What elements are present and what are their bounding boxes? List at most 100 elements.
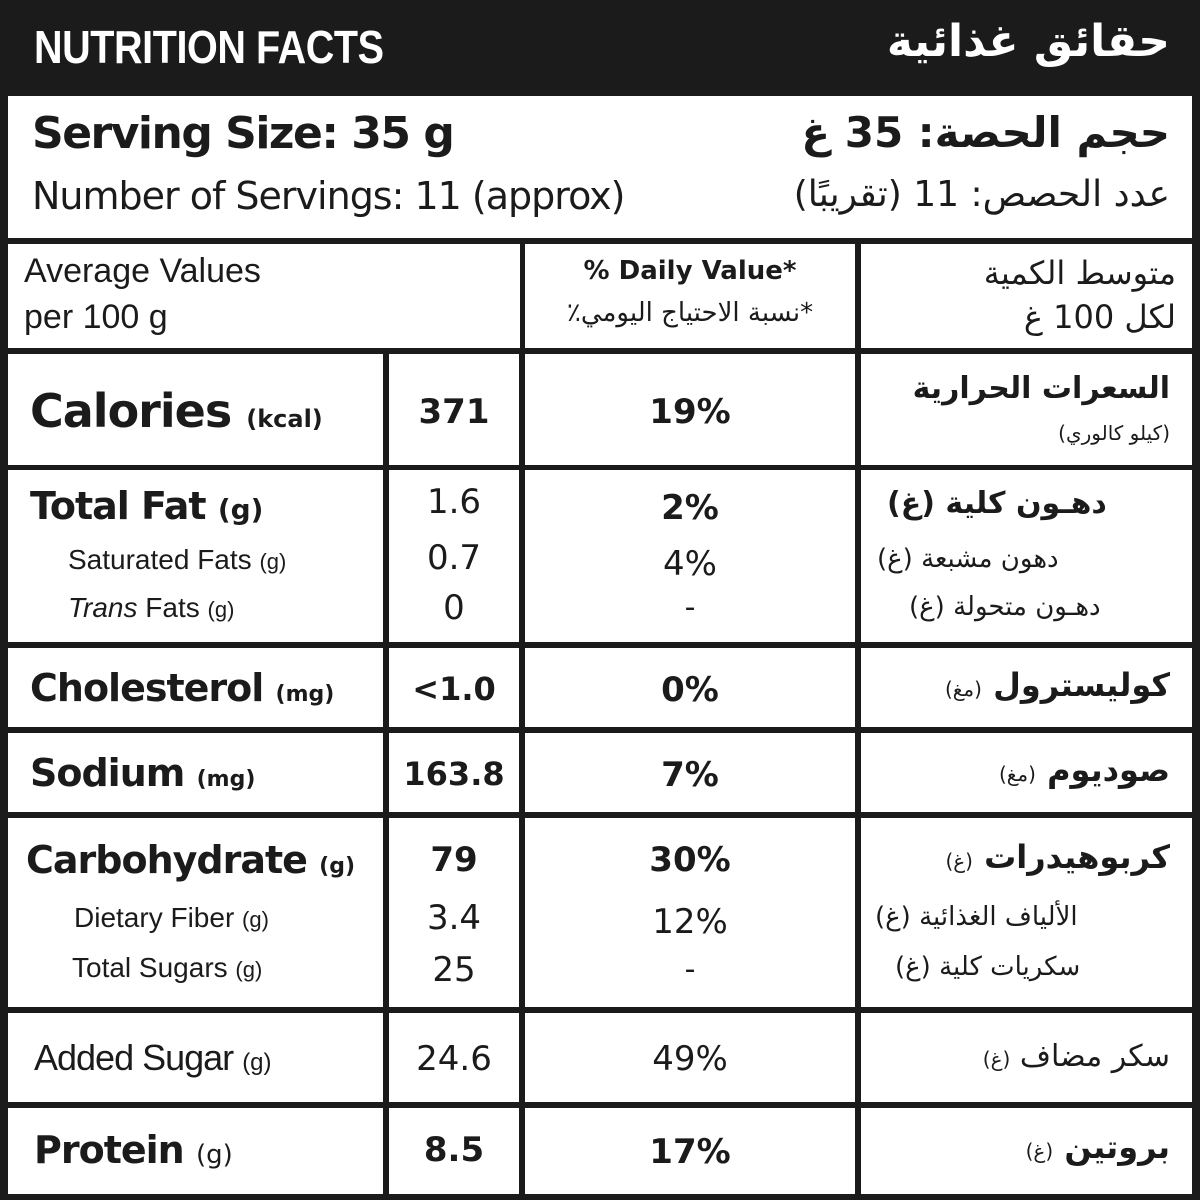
dietary-fiber-ar-name: الألياف الغذائية — [919, 902, 1078, 932]
table-row-carbs-name: Carbohydrate (g) Dietary Fiber (g) Total… — [8, 818, 383, 1007]
cholesterol-name: Cholesterol — [30, 666, 264, 710]
servings-count-en: Number of Servings: 11 (approx) — [32, 174, 626, 218]
trans-fats-dv: - — [684, 590, 696, 625]
total-sugars-dv: - — [684, 952, 696, 987]
carbohydrate-dv: 30% — [649, 840, 731, 880]
total-sugars-value: 25 — [432, 950, 476, 990]
table-row-sodium-name: Sodium (mg) — [8, 733, 383, 812]
daily-value-en: % Daily Value* — [583, 256, 797, 286]
title-ar: حقائق غذائية — [886, 16, 1170, 67]
added-sugar-dv-cell: 49% — [525, 1013, 855, 1102]
trans-fats-italic: Trans — [68, 592, 138, 623]
dietary-fiber-dv: 12% — [652, 902, 728, 942]
dietary-fiber-ar: الألياف الغذائية (غ) — [875, 902, 1078, 932]
sodium-unit: (mg) — [196, 767, 256, 792]
dietary-fiber-ar-unit: (غ) — [875, 902, 911, 932]
saturated-fats-label: Saturated Fats (g) — [68, 544, 286, 576]
fats-dv-cell: 2% 4% - — [525, 470, 855, 642]
header-avg-en: Average Values per 100 g — [8, 244, 520, 348]
title-en: NUTRITION FACTS — [34, 21, 384, 73]
total-fat-label: Total Fat (g) — [30, 484, 263, 528]
header-bar: NUTRITION FACTS حقائق غذائية — [0, 0, 1200, 96]
saturated-fats-value: 0.7 — [426, 538, 482, 578]
saturated-fats-dv: 4% — [663, 544, 717, 584]
added-sugar-label: Added Sugar (g) — [34, 1037, 272, 1079]
dietary-fiber-name: Dietary Fiber — [74, 902, 235, 933]
carbohydrate-value: 79 — [430, 840, 478, 880]
protein-label: Protein (g) — [34, 1128, 233, 1172]
protein-unit: (g) — [195, 1140, 233, 1170]
total-sugars-ar-name: سكريات كلية — [939, 952, 1081, 982]
trans-fats-unit: (g) — [207, 597, 235, 622]
serving-size-ar: حجم الحصة: 35 غ — [801, 108, 1170, 157]
protein-ar: بروتين (غ) — [1026, 1128, 1170, 1166]
table-row-cholesterol-name: Cholesterol (mg) — [8, 648, 383, 727]
trans-fats-value: 0 — [443, 588, 465, 628]
saturated-fats-ar-unit: (غ) — [877, 544, 913, 574]
calories-ar-name: السعرات الحرارية — [912, 371, 1170, 406]
calories-label: Calories (kcal) — [30, 384, 323, 438]
cholesterol-ar-name: كوليسترول — [993, 666, 1170, 704]
carbs-value-cell: 79 3.4 25 — [389, 818, 519, 1007]
protein-dv: 17% — [649, 1132, 731, 1172]
total-fat-value: 1.6 — [426, 482, 482, 522]
cholesterol-ar-unit: (مغ) — [944, 677, 982, 701]
serving-panel: Serving Size: 35 g Number of Servings: 1… — [8, 96, 1192, 238]
carbs-dv-cell: 30% 12% - — [525, 818, 855, 1007]
cholesterol-ar-cell: كوليسترول (مغ) — [861, 648, 1192, 727]
total-sugars-label: Total Sugars (g) — [72, 952, 262, 984]
cholesterol-unit: (mg) — [275, 682, 335, 707]
saturated-fats-ar-name: دهون مشبعة — [921, 544, 1059, 574]
trans-fats-ar-unit: (غ) — [909, 592, 945, 622]
sodium-ar: صوديوم (مغ) — [999, 751, 1170, 789]
total-fat-ar: دهـون كلية (غ) — [887, 486, 1107, 521]
saturated-fats-ar: دهون مشبعة (غ) — [877, 544, 1059, 574]
protein-dv-cell: 17% — [525, 1108, 855, 1194]
total-sugars-name: Total Sugars — [72, 952, 228, 983]
calories-value: 371 — [418, 392, 490, 432]
added-sugar-dv: 49% — [652, 1039, 728, 1079]
fats-value-cell: 1.6 0.7 0 — [389, 470, 519, 642]
sodium-dv-cell: 7% — [525, 733, 855, 812]
calories-dv: 19% — [649, 392, 731, 432]
header-daily-value: % Daily Value* *نسبة الاحتياج اليومي٪ — [525, 244, 855, 348]
calories-ar: السعرات الحرارية (كيلو كالوري) — [870, 368, 1170, 454]
serving-size-en: Serving Size: 35 g — [32, 108, 455, 159]
added-sugar-ar: سكر مضاف (غ) — [983, 1039, 1170, 1074]
trans-fats-ar: دهـون متحولة (غ) — [909, 592, 1101, 622]
sodium-ar-cell: صوديوم (مغ) — [861, 733, 1192, 812]
added-sugar-value-cell: 24.6 — [389, 1013, 519, 1102]
added-sugar-ar-unit: (غ) — [982, 1047, 1011, 1071]
dietary-fiber-value: 3.4 — [426, 898, 482, 938]
carbohydrate-ar-unit: (غ) — [945, 849, 973, 873]
trans-fats-name: Fats — [137, 592, 200, 623]
protein-value: 8.5 — [423, 1130, 485, 1170]
table-row-added-sugar-name: Added Sugar (g) — [8, 1013, 383, 1102]
added-sugar-name: Added Sugar — [34, 1037, 234, 1078]
carbs-ar-cell: كربوهيدرات (غ) الألياف الغذائية (غ) سكري… — [861, 818, 1192, 1007]
per-100g-label: per 100 g — [24, 298, 168, 336]
calories-unit: (kcal) — [246, 405, 323, 433]
cholesterol-dv-cell: 0% — [525, 648, 855, 727]
calories-dv-cell: 19% — [525, 354, 855, 465]
dietary-fiber-label: Dietary Fiber (g) — [74, 902, 269, 934]
total-fat-ar-name: دهـون كلية — [945, 486, 1107, 521]
protein-ar-name: بروتين — [1064, 1128, 1170, 1166]
carbohydrate-ar: كربوهيدرات (غ) — [945, 838, 1170, 876]
total-sugars-unit: (g) — [235, 957, 263, 982]
carbohydrate-unit: (g) — [319, 854, 356, 879]
trans-fats-label: Trans Fats (g) — [68, 592, 234, 624]
protein-ar-cell: بروتين (غ) — [861, 1108, 1192, 1194]
protein-name: Protein — [34, 1128, 185, 1172]
avg-values-ar: متوسط الكمية — [983, 254, 1176, 292]
cholesterol-ar: كوليسترول (مغ) — [945, 666, 1170, 704]
sodium-label: Sodium (mg) — [30, 751, 255, 795]
protein-value-cell: 8.5 — [389, 1108, 519, 1194]
total-fat-ar-unit: (غ) — [887, 486, 935, 521]
servings-value-en: 11 (approx) — [403, 174, 626, 218]
cholesterol-label: Cholesterol (mg) — [30, 666, 334, 710]
calories-value-cell: 371 — [389, 354, 519, 465]
added-sugar-value: 24.6 — [416, 1039, 492, 1079]
total-sugars-ar: سكريات كلية (غ) — [895, 952, 1080, 982]
carbohydrate-label: Carbohydrate (g) — [26, 838, 355, 882]
